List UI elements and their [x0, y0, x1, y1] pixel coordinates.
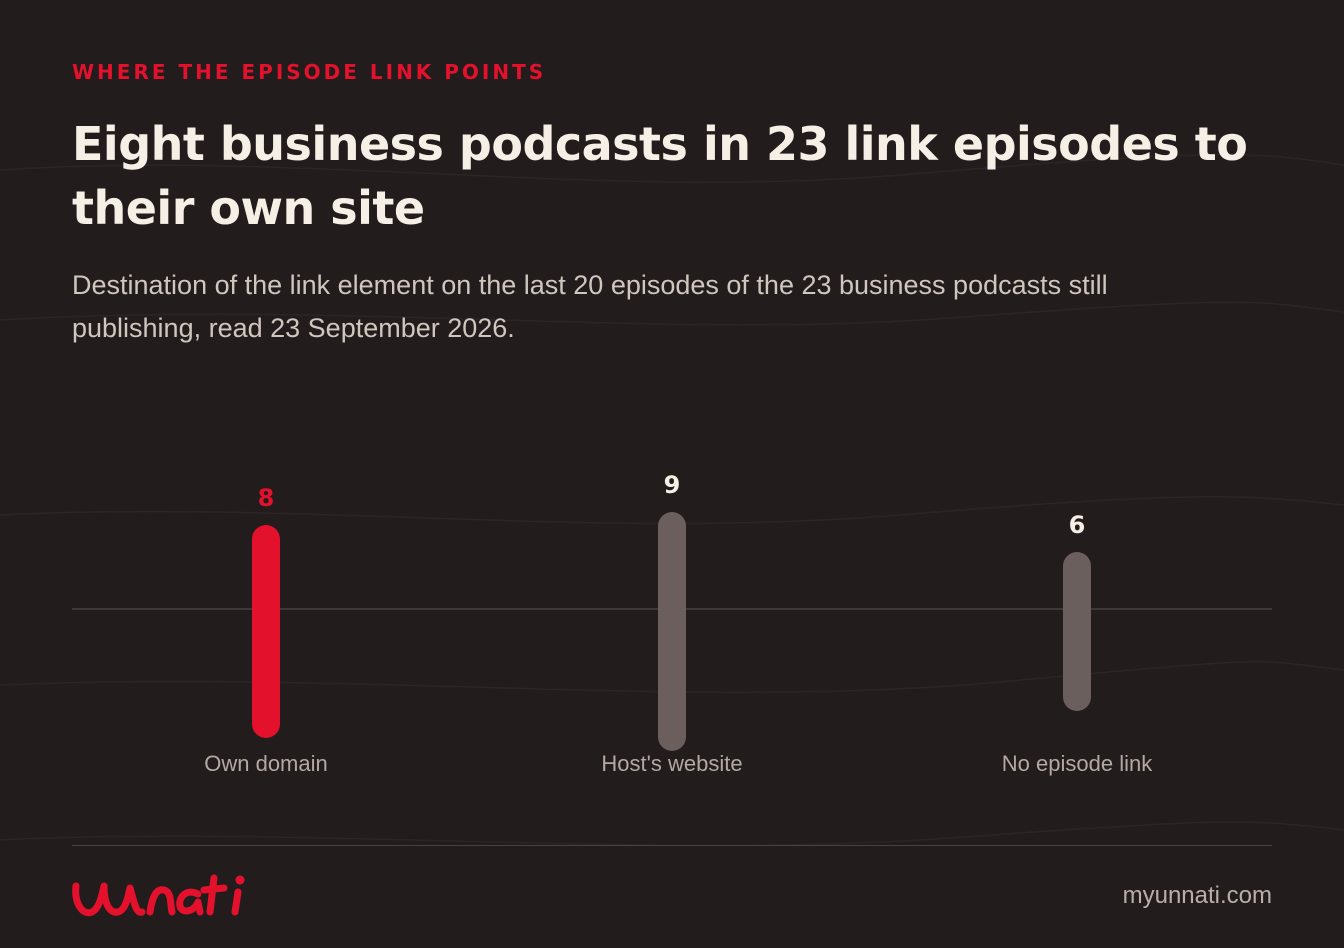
- data-label: 6: [1069, 511, 1086, 539]
- chart-subtitle: Destination of the link element on the l…: [72, 270, 1108, 343]
- bar-own-domain: [252, 525, 280, 738]
- data-label: 9: [664, 471, 681, 499]
- category-label: Host's website: [601, 751, 742, 776]
- footer-divider: [72, 845, 1272, 846]
- category-label: No episode link: [1002, 751, 1153, 776]
- data-label: 8: [258, 484, 275, 512]
- eyebrow-label: WHERE THE EPISODE LINK POINTS: [72, 60, 547, 84]
- chart-title: Eight business podcasts in 23 link episo…: [72, 117, 1248, 235]
- category-label: Own domain: [204, 751, 328, 776]
- website-link[interactable]: myunnati.com: [1122, 882, 1272, 909]
- bar-no-episode-link: [1063, 552, 1091, 711]
- unnati-logo: [72, 874, 245, 917]
- bar-host-s-website: [658, 512, 686, 751]
